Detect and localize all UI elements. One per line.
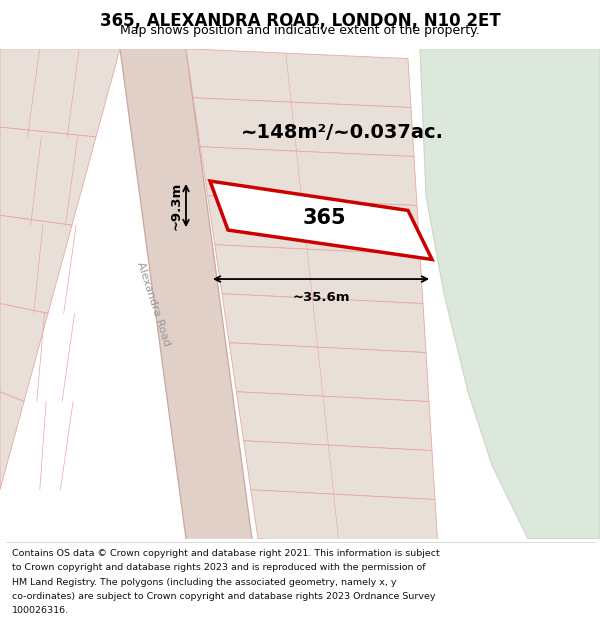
Polygon shape [215, 245, 423, 304]
Polygon shape [0, 216, 72, 313]
Text: HM Land Registry. The polygons (including the associated geometry, namely x, y: HM Land Registry. The polygons (includin… [12, 578, 397, 586]
Text: Contains OS data © Crown copyright and database right 2021. This information is : Contains OS data © Crown copyright and d… [12, 549, 440, 558]
Text: ~148m²/~0.037ac.: ~148m²/~0.037ac. [241, 122, 443, 141]
Polygon shape [420, 49, 600, 539]
Polygon shape [186, 49, 411, 108]
Polygon shape [0, 49, 120, 137]
Polygon shape [222, 294, 426, 352]
Text: Map shows position and indicative extent of the property.: Map shows position and indicative extent… [120, 24, 480, 36]
Polygon shape [251, 490, 438, 549]
Polygon shape [210, 181, 432, 259]
Polygon shape [244, 441, 435, 499]
Text: ~9.3m: ~9.3m [170, 181, 183, 229]
Text: 365, ALEXANDRA ROAD, LONDON, N10 2ET: 365, ALEXANDRA ROAD, LONDON, N10 2ET [100, 12, 500, 30]
Polygon shape [208, 196, 420, 254]
Text: Alexandra Road: Alexandra Road [134, 260, 172, 347]
Text: ~35.6m: ~35.6m [292, 291, 350, 304]
Text: co-ordinates) are subject to Crown copyright and database rights 2023 Ordnance S: co-ordinates) are subject to Crown copyr… [12, 592, 436, 601]
Text: to Crown copyright and database rights 2023 and is reproduced with the permissio: to Crown copyright and database rights 2… [12, 563, 425, 572]
Polygon shape [236, 392, 432, 451]
Polygon shape [120, 49, 252, 539]
Polygon shape [229, 342, 429, 401]
Polygon shape [0, 127, 96, 225]
Polygon shape [0, 304, 48, 401]
Text: 100026316.: 100026316. [12, 606, 69, 615]
Polygon shape [193, 98, 414, 156]
Polygon shape [200, 147, 417, 206]
Text: 365: 365 [302, 208, 346, 227]
Polygon shape [0, 392, 24, 490]
